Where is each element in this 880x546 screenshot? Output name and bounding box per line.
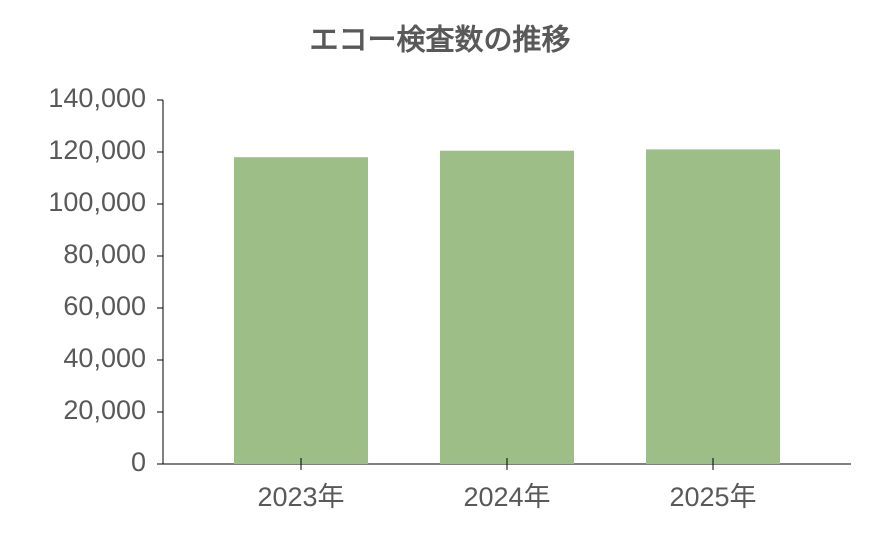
y-tick-label: 120,000	[48, 135, 146, 165]
y-tick-label: 80,000	[63, 239, 146, 269]
y-tick-label: 100,000	[48, 187, 146, 217]
y-tick-label: 20,000	[63, 395, 146, 425]
bar	[234, 157, 368, 464]
chart-title: エコー検査数の推移	[309, 24, 570, 57]
y-tick-label: 140,000	[48, 83, 146, 113]
bar	[646, 149, 780, 464]
x-tick-label: 2025年	[669, 482, 756, 512]
x-tick-label: 2023年	[257, 482, 344, 512]
bar	[440, 150, 574, 464]
y-tick-label: 60,000	[63, 291, 146, 321]
y-tick-label: 0	[131, 447, 146, 477]
x-tick-label: 2024年	[463, 482, 550, 512]
y-tick-label: 40,000	[63, 343, 146, 373]
